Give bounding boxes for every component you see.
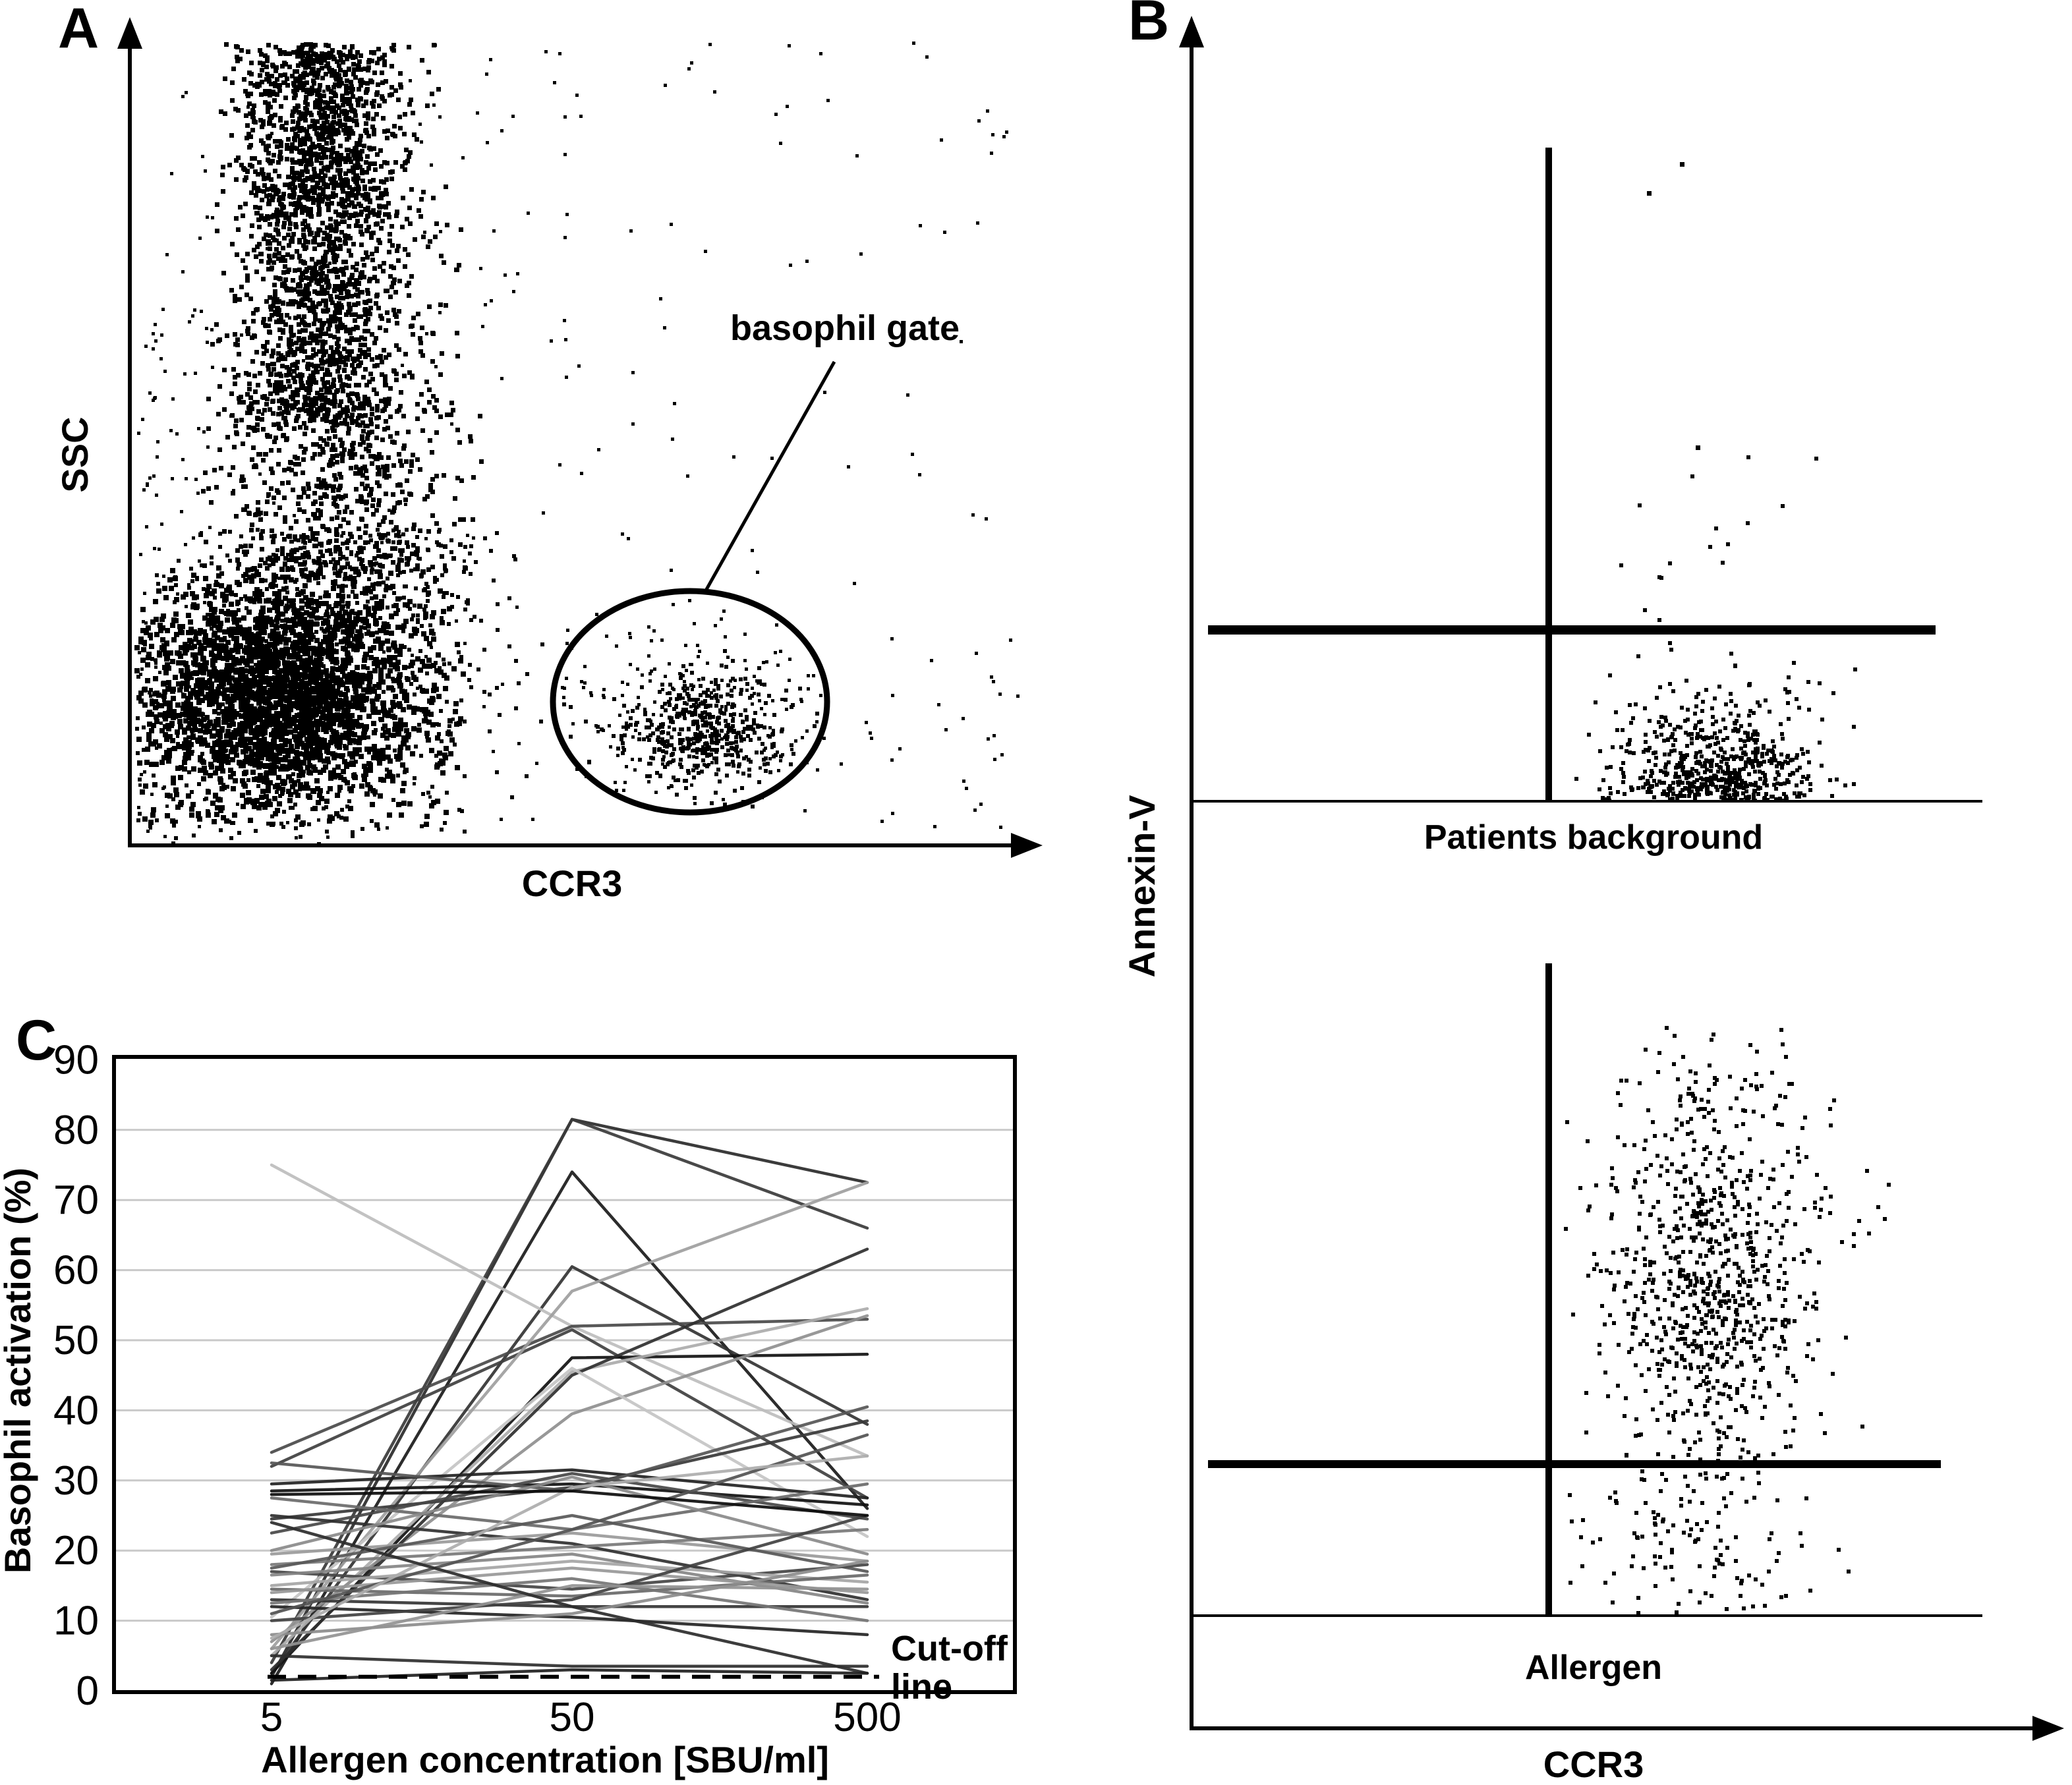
y-tick-10: 10 [53,1599,99,1644]
stray-dots-points [1647,162,1700,450]
panel-b-bottom-title: Allergen [1525,1649,1662,1687]
patient-series-line-2 [270,1118,869,1664]
patient-series-line-4 [270,1265,869,1675]
panel-a-letter: A [58,0,99,60]
panel-c: C 0 10 20 30 40 50 60 70 80 90 5 50 500 Basophil ac… [0,1009,1017,1780]
y-tick-20: 20 [53,1528,99,1573]
sparse-bottom-right-points [840,637,1020,829]
patient-series-line-13 [270,1367,869,1619]
negative-core-points [1622,683,1856,802]
x-tick-5: 5 [260,1695,283,1740]
patient-series-line-31 [270,1577,869,1622]
panel-c-plot-frame [112,1055,1017,1694]
patient-series-line-28 [270,1573,869,1598]
patient-series-line-10 [270,1307,869,1658]
panel-b-top-title: Patients background [1424,818,1763,857]
patient-series-line-23 [270,1528,869,1566]
panel-a-y-axis-arrowhead-icon [117,17,142,49]
band-tail-points [187,527,517,636]
gate-core-points [584,649,819,808]
panel-c-x-axis-title: Allergen concentration [SBU/ml] [261,1739,829,1780]
panel-a-scatter [134,42,1020,846]
y-tick-80: 80 [53,1108,99,1153]
panel-b-x-axis-title: CCR3 [1543,1743,1644,1785]
panel-a-x-axis-title: CCR3 [522,863,622,904]
panel-b-y-axis-arrowhead-icon [1179,16,1204,47]
y-tick-40: 40 [53,1388,99,1433]
patient-series-line-39 [270,1654,869,1668]
y-tick-70: 70 [53,1177,99,1223]
patient-series-line-21 [270,1475,869,1556]
cutoff-label-line2: line [891,1667,952,1707]
main-blob-points [134,565,466,828]
left-strip-points [137,308,214,838]
x-tick-500: 500 [833,1695,901,1740]
patient-series-line-37 [270,1584,869,1651]
panel-b-y-axis-title: Annexin-V [1121,795,1163,978]
patient-series-line-38 [270,1521,869,1675]
patient-series-line-32 [270,1605,869,1637]
above-line-sparse-points [1619,455,1818,622]
panel-c-letter: C [16,1009,57,1072]
patient-series-line-11 [270,1314,869,1643]
y-tick-60: 60 [53,1248,99,1293]
low-band-points [198,397,484,578]
patient-series-line-27 [270,1559,869,1587]
panel-b-bottom-scatter [1564,1026,1891,1615]
panel-b: B Patients background Allergen Annexin-V… [1121,0,2064,1785]
patient-series-line-5 [270,1163,869,1458]
cutoff-label-line1: Cut-off [891,1629,1008,1668]
panel-c-x-tick-labels: 5 50 500 [260,1695,902,1740]
y-tick-90: 90 [53,1037,99,1083]
panel-b-top-scatter [1574,162,1857,803]
y-tick-0: 0 [76,1668,99,1714]
panel-a-y-axis-title: SSC [54,416,96,492]
patient-series-line-14 [270,1468,869,1500]
patient-series-line-36 [270,1454,869,1640]
x-tick-50: 50 [550,1695,595,1740]
patient-series-line-41 [270,1489,869,1517]
basophil-gate-ellipse [550,588,830,816]
panel-c-series-lines [270,1118,869,1686]
y-tick-50: 50 [53,1318,99,1363]
basophil-gate-label: basophil gate [730,308,960,348]
y-tick-30: 30 [53,1458,99,1504]
panel-a-x-axis-arrowhead-icon [1011,833,1043,858]
below-line-points [1568,1469,1851,1615]
mid-band-points [210,184,463,413]
patient-series-line-8 [270,1181,869,1651]
patient-series-line-34 [270,1514,869,1622]
panel-b-letter: B [1128,0,1169,52]
cluster-top-sparse-points [1616,1026,1836,1115]
panel-a: A SSC CCR3 basophil gate [54,0,1043,904]
patient-series-line-12 [270,1247,869,1672]
panel-b-x-axis-arrowhead-icon [2032,1716,2064,1741]
band-core-points [230,49,420,426]
patient-series-line-6 [270,1317,869,1454]
negative-cluster-points [1574,641,1857,803]
panel-c-y-tick-labels: 0 10 20 30 40 50 60 70 80 90 [53,1037,99,1714]
panel-c-y-axis-title: Basophil activation (%) [0,1168,38,1573]
activated-cluster-points [1564,1071,1891,1464]
upper-band-points [219,42,441,202]
basophil-gate-pointer-line [703,360,836,593]
patient-series-line-17 [270,1471,869,1535]
